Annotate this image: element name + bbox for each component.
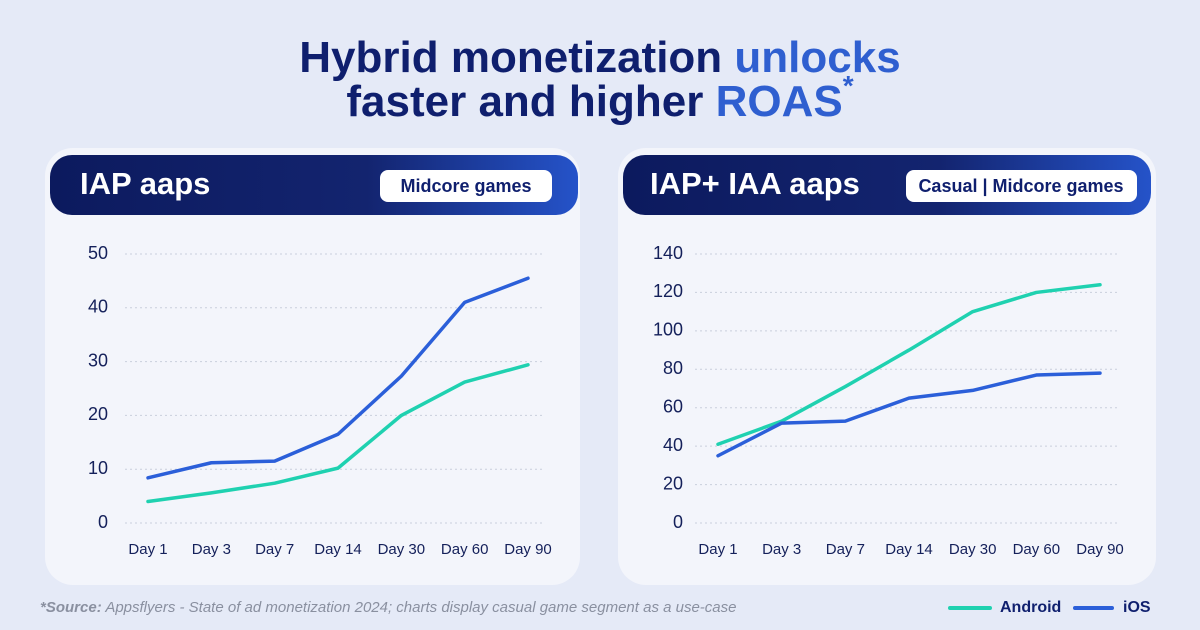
x-tick-label: Day 30 — [949, 541, 997, 558]
title-part: ROAS — [716, 77, 843, 126]
y-tick-label: 80 — [663, 358, 683, 378]
y-tick-label: 0 — [98, 512, 108, 532]
series-line — [716, 282, 1102, 446]
title-line-2: faster and higher ROAS* — [346, 70, 853, 125]
y-tick-label: 50 — [88, 243, 108, 263]
x-tick-label: Day 1 — [698, 541, 737, 558]
source-label: *Source: — [40, 599, 102, 616]
badge — [380, 170, 552, 202]
x-tick-label: Day 7 — [255, 541, 294, 558]
y-tick-label: 0 — [673, 512, 683, 532]
source-text: Appsflyers - State of ad monetization 20… — [104, 599, 736, 616]
x-tick-label: Day 90 — [1076, 541, 1124, 558]
panel-title: IAP+ IAA aaps — [650, 166, 860, 201]
badge — [906, 170, 1137, 202]
title-line-1: Hybrid monetization unlocks — [299, 33, 900, 82]
legend-label: iOS — [1123, 599, 1151, 616]
panel — [45, 148, 580, 585]
title-part: unlocks — [734, 33, 900, 82]
x-tick-label: Day 60 — [1013, 541, 1061, 558]
legend-label: Android — [1000, 599, 1061, 616]
y-tick-label: 60 — [663, 396, 683, 416]
badge-text: Midcore games — [400, 176, 531, 196]
badge-text: Casual | Midcore games — [918, 176, 1123, 196]
x-tick-label: Day 1 — [128, 541, 167, 558]
x-tick-label: Day 30 — [378, 541, 426, 558]
x-tick-label: Day 14 — [314, 541, 362, 558]
title-part: Hybrid monetization — [299, 33, 722, 82]
x-tick-label: Day 3 — [762, 541, 801, 558]
y-tick-label: 140 — [653, 243, 683, 263]
x-tick-label: Day 90 — [504, 541, 552, 558]
y-tick-label: 20 — [663, 473, 683, 493]
title-part: faster and higher — [346, 77, 703, 126]
y-tick-label: 40 — [88, 297, 108, 317]
series-line — [146, 276, 530, 480]
panel — [618, 148, 1156, 585]
x-tick-label: Day 60 — [441, 541, 489, 558]
x-tick-label: Day 14 — [885, 541, 933, 558]
y-tick-label: 120 — [653, 281, 683, 301]
x-tick-label: Day 7 — [826, 541, 865, 558]
panel-title: IAP aaps — [80, 166, 210, 201]
series-line — [716, 371, 1102, 458]
title-asterisk: * — [843, 70, 854, 101]
y-tick-label: 20 — [88, 404, 108, 424]
x-tick-label: Day 3 — [192, 541, 231, 558]
y-tick-label: 10 — [88, 458, 108, 478]
y-tick-label: 30 — [88, 350, 108, 370]
series-line — [146, 363, 530, 504]
source: *Source: Appsflyers - State of ad moneti… — [40, 599, 736, 616]
y-tick-label: 40 — [663, 435, 683, 455]
y-tick-label: 100 — [653, 320, 683, 340]
legend: Android iOS — [948, 599, 1151, 616]
